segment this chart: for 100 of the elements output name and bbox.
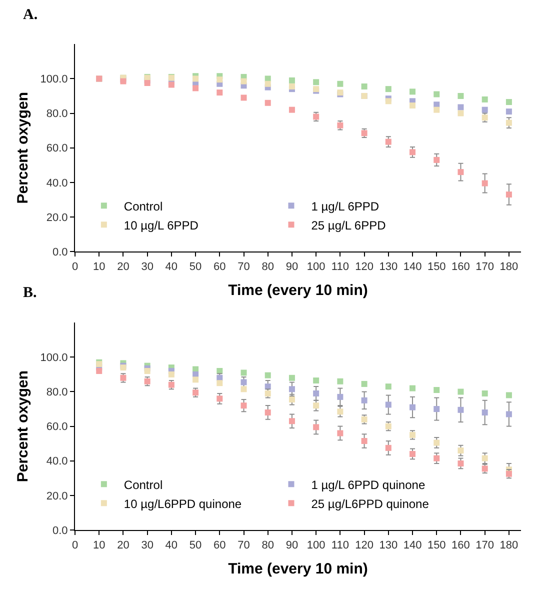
x-tick-label: 90 <box>286 539 298 552</box>
y-tick-label: 100.0 <box>40 352 68 364</box>
legend-label: 10 µg/L 6PPD <box>124 218 199 232</box>
x-tick-label: 170 <box>476 539 494 552</box>
point <box>216 76 223 83</box>
point <box>168 371 174 378</box>
x-tick-label: 110 <box>331 539 349 552</box>
x-tick-label: 70 <box>238 260 250 273</box>
point <box>434 387 440 393</box>
point <box>410 450 416 457</box>
point <box>337 394 344 400</box>
x-tick-label: 60 <box>214 539 226 552</box>
x-axis-title: Time (every 10 min) <box>228 282 368 299</box>
y-tick-label: 60.0 <box>46 421 68 434</box>
point <box>313 424 320 430</box>
point <box>313 79 320 86</box>
point <box>96 368 102 374</box>
x-tick-label: 20 <box>117 260 130 273</box>
x-tick-label: 30 <box>141 539 154 552</box>
y-tick-label: 20.0 <box>46 212 68 224</box>
point <box>458 169 464 176</box>
point <box>264 409 271 416</box>
point <box>410 385 416 392</box>
point <box>361 380 368 387</box>
point <box>385 402 392 408</box>
point <box>385 444 392 451</box>
y-tick-label: 80.0 <box>46 108 68 120</box>
point <box>240 379 247 386</box>
y-tick-label: 0.0 <box>52 246 68 258</box>
point <box>313 377 320 384</box>
point <box>458 460 464 466</box>
x-tick-label: 180 <box>500 539 518 552</box>
x-tick-label: 130 <box>379 539 398 552</box>
x-tick-label: 40 <box>165 260 178 273</box>
point <box>482 180 488 186</box>
point <box>458 92 464 99</box>
point <box>361 397 368 404</box>
y-tick-label: 20.0 <box>46 490 68 502</box>
x-tick-label: 120 <box>355 260 374 273</box>
point <box>240 402 247 409</box>
x-tick-label: 120 <box>355 539 374 552</box>
point <box>264 372 271 378</box>
chart-title: A. <box>23 7 38 23</box>
x-tick-label: 60 <box>214 260 226 273</box>
x-tick-label: 170 <box>476 260 494 273</box>
point <box>482 96 488 102</box>
point <box>337 80 344 87</box>
point <box>216 396 223 402</box>
x-tick-label: 80 <box>262 260 274 273</box>
legend-label: Control <box>124 478 163 492</box>
point <box>337 378 344 384</box>
x-tick-label: 110 <box>331 260 349 273</box>
y-axis-title: Percent oxygen <box>14 370 32 482</box>
point <box>506 99 512 106</box>
point <box>288 396 295 403</box>
legend-label: 1 µg/L 6PPD <box>311 199 380 214</box>
point <box>144 80 150 86</box>
chart-title: B. <box>23 285 38 301</box>
point <box>288 386 295 392</box>
legend-label: 25 µg/L6PPD quinone <box>311 496 430 511</box>
x-tick-label: 50 <box>189 260 202 273</box>
legend-label: Control <box>124 199 163 214</box>
x-axis-title: Time (every 10 min) <box>228 560 368 578</box>
point <box>434 440 440 446</box>
point <box>216 380 223 386</box>
point <box>410 102 416 108</box>
point <box>264 80 271 87</box>
legend-label: 1 µg/L 6PPD quinone <box>311 478 426 492</box>
point <box>337 430 344 436</box>
y-tick-label: 40.0 <box>46 456 68 468</box>
x-tick-label: 150 <box>427 539 446 552</box>
point <box>192 76 199 82</box>
point <box>288 83 295 90</box>
point <box>361 83 368 90</box>
point <box>410 149 416 156</box>
legend-label: 10 µg/L6PPD quinone <box>124 496 242 511</box>
x-tick-label: 90 <box>286 260 298 273</box>
x-tick-label: 140 <box>403 539 422 552</box>
point <box>288 374 295 381</box>
x-tick-label: 130 <box>379 260 398 273</box>
point <box>337 408 344 415</box>
point <box>434 406 440 412</box>
x-tick-label: 50 <box>189 539 202 552</box>
x-tick-label: 70 <box>238 539 250 552</box>
x-tick-label: 100 <box>306 539 326 552</box>
point <box>458 110 464 116</box>
point <box>288 418 295 424</box>
y-tick-label: 60.0 <box>46 142 68 155</box>
point <box>482 106 488 113</box>
point <box>288 77 295 84</box>
point <box>264 76 271 82</box>
y-tick-label: 40.0 <box>46 177 68 190</box>
point <box>385 384 392 390</box>
y-tick-label: 0.0 <box>52 524 68 537</box>
legend-label: 25 µg/L 6PPD <box>311 218 386 232</box>
y-axis-title: Percent oxygen <box>14 92 32 204</box>
x-tick-label: 80 <box>262 539 274 552</box>
point <box>313 390 320 396</box>
point <box>434 455 440 462</box>
point <box>482 390 488 396</box>
